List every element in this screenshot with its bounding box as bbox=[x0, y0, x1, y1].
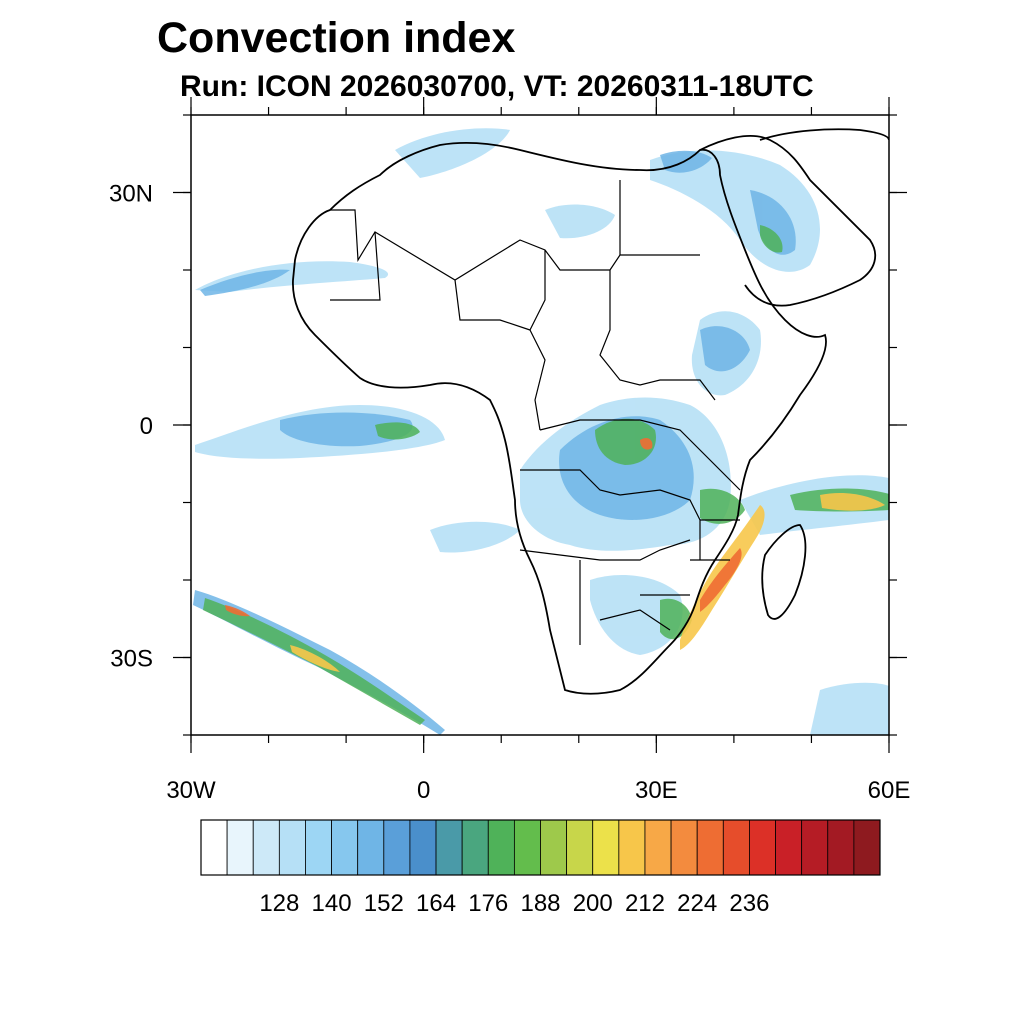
convection-field bbox=[193, 128, 889, 735]
colorbar-swatch bbox=[487, 819, 515, 876]
colorbar-swatch bbox=[749, 819, 776, 876]
colorbar-swatch bbox=[618, 819, 646, 876]
colorbar-swatch bbox=[200, 819, 228, 876]
colorbar-swatch bbox=[305, 819, 332, 876]
colorbar-frame bbox=[200, 819, 881, 876]
colorbar-swatch bbox=[827, 819, 855, 876]
convection-area-southeast bbox=[810, 682, 889, 735]
colorbar-swatch bbox=[461, 819, 489, 876]
colorbar-label: 164 bbox=[416, 890, 456, 917]
colorbar-label: 176 bbox=[468, 890, 508, 917]
colorbar-swatch bbox=[566, 819, 594, 876]
colorbar-swatch bbox=[278, 819, 306, 876]
colorbar-label: 140 bbox=[312, 890, 352, 917]
chart-title: Convection index bbox=[157, 14, 516, 62]
country-borders bbox=[330, 180, 741, 645]
colorbar-swatch bbox=[801, 819, 829, 876]
colorbar-swatch bbox=[592, 819, 620, 876]
colorbar-label: 152 bbox=[364, 890, 404, 917]
convection-area-sahara bbox=[545, 204, 615, 239]
convection-area-mediterranean bbox=[395, 128, 510, 178]
lon-tick-label: 60E bbox=[868, 777, 911, 804]
colorbar-swatch bbox=[644, 819, 672, 876]
lon-tick-label: 30E bbox=[635, 777, 678, 804]
colorbar-label: 236 bbox=[729, 890, 769, 917]
colorbar-swatch bbox=[513, 819, 541, 876]
colorbar: 128 140 152 164 176 188 200 212 224 236 bbox=[200, 819, 881, 917]
axis-ticks bbox=[173, 97, 907, 753]
lat-tick-label: 30N bbox=[109, 181, 153, 208]
colorbar-swatch bbox=[775, 819, 803, 876]
lat-tick-label: 30S bbox=[110, 646, 153, 673]
colorbar-swatch bbox=[226, 819, 254, 876]
lon-tick-label: 30W bbox=[166, 777, 216, 804]
colorbar-swatch bbox=[383, 819, 411, 876]
colorbar-swatch bbox=[670, 819, 698, 876]
colorbar-label: 128 bbox=[259, 890, 299, 917]
colorbar-label: 224 bbox=[677, 890, 717, 917]
convection-area-atlantic-south bbox=[430, 521, 520, 553]
colorbar-swatch bbox=[853, 819, 881, 876]
colorbar-swatch bbox=[722, 819, 750, 876]
colorbar-label: 188 bbox=[520, 890, 560, 917]
axis-labels: 30N 0 30S 30W 0 30E 60E bbox=[109, 181, 910, 805]
colorbar-swatch bbox=[409, 819, 437, 876]
colorbar-swatch bbox=[331, 819, 359, 876]
colorbar-swatch bbox=[696, 819, 724, 876]
colorbar-swatch bbox=[252, 819, 280, 876]
colorbar-swatch bbox=[540, 819, 568, 876]
lon-tick-label: 0 bbox=[417, 777, 430, 804]
lat-tick-label: 0 bbox=[140, 413, 153, 440]
colorbar-swatch bbox=[435, 819, 463, 876]
coastlines bbox=[292, 128, 889, 695]
chart-subtitle: Run: ICON 2026030700, VT: 20260311-18UTC bbox=[180, 70, 814, 103]
colorbar-swatch bbox=[357, 819, 385, 876]
colorbar-label: 200 bbox=[573, 890, 613, 917]
colorbar-label: 212 bbox=[625, 890, 665, 917]
